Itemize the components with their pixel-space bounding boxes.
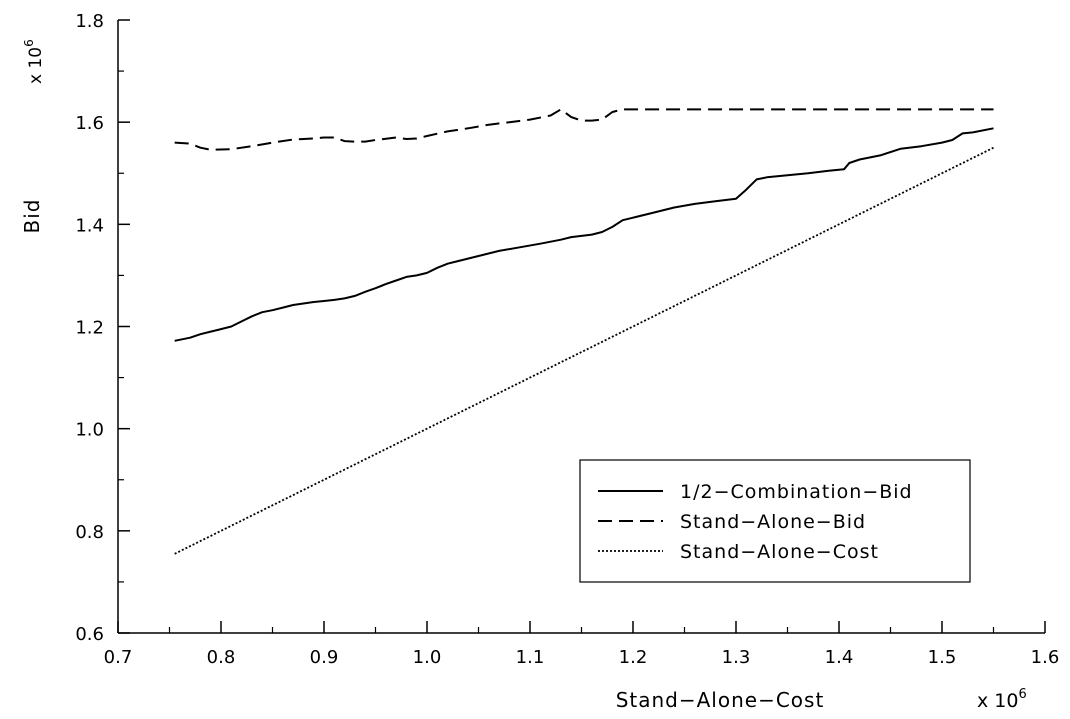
y-tick-label: 1.4 xyxy=(75,215,104,236)
series-line-stand-alone-bid xyxy=(174,108,994,151)
x-tick-label: 1.1 xyxy=(516,647,545,668)
y-tick-label: 1.0 xyxy=(75,420,104,441)
x-tick-label: 1.6 xyxy=(1031,647,1060,668)
y-multiplier-exponent: 6 xyxy=(22,39,36,47)
x-tick-label: 0.9 xyxy=(310,647,339,668)
x-multiplier-exponent: 6 xyxy=(1018,687,1026,702)
y-multiplier-base: x 10 xyxy=(26,47,46,84)
x-multiplier-base: x 10 xyxy=(977,690,1018,712)
y-ticks: 0.6 0.8 1.0 1.2 1.4 1.6 1.8 xyxy=(75,11,130,645)
y-axis-title: Bid xyxy=(20,199,44,234)
x-axis-title: Stand−Alone−Cost xyxy=(616,688,825,712)
x-axis-multiplier: x 106 xyxy=(977,687,1027,712)
x-tick-label: 0.7 xyxy=(104,647,133,668)
y-axis-multiplier: x 106 xyxy=(22,39,46,84)
y-tick-label: 1.2 xyxy=(75,318,104,339)
legend-label: Stand−Alone−Bid xyxy=(680,511,866,533)
x-ticks: 0.7 0.8 0.9 1.0 1.1 1.2 1.3 1.4 1.5 1.6 xyxy=(104,621,1060,668)
y-tick-label: 0.8 xyxy=(75,522,104,543)
y-tick-label: 1.6 xyxy=(75,113,104,134)
series-line-stand-alone-cost xyxy=(174,146,994,555)
x-tick-label: 1.5 xyxy=(928,647,957,668)
legend-label: 1/2−Combination−Bid xyxy=(680,481,913,503)
x-tick-label: 1.0 xyxy=(413,647,442,668)
x-tick-label: 1.3 xyxy=(722,647,751,668)
y-tick-label: 0.6 xyxy=(75,624,104,645)
x-tick-label: 1.4 xyxy=(825,647,854,668)
series-group xyxy=(174,108,994,555)
x-tick-label: 0.8 xyxy=(207,647,236,668)
legend: 1/2−Combination−Bid Stand−Alone−Bid Stand−… xyxy=(579,459,971,583)
legend-entries: 1/2−Combination−Bid Stand−Alone−Bid Stand−… xyxy=(598,481,913,563)
y-tick-label: 1.8 xyxy=(75,11,104,32)
series-line-1-2-combination-bid xyxy=(174,127,994,342)
x-tick-label: 1.2 xyxy=(619,647,648,668)
legend-label: Stand−Alone−Cost xyxy=(680,541,879,563)
